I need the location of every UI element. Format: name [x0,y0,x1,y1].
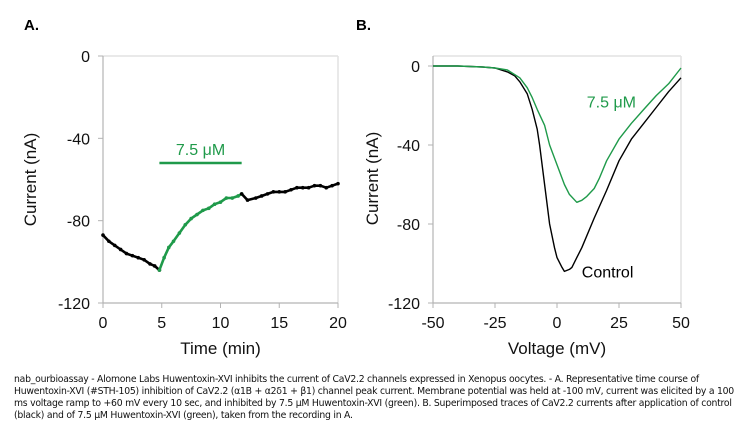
data-point [218,200,223,204]
y-tick-label: 0 [81,49,90,66]
data-point [201,208,205,213]
panel-b-x-axis-title: Voltage (mV) [508,339,606,358]
data-point [330,183,334,188]
data-point [112,243,117,248]
x-tick-label: -25 [483,315,506,332]
y-tick-label: -40 [67,131,90,148]
data-point [306,185,311,190]
series-label: Control [582,264,634,281]
data-point [142,257,146,262]
x-tick-label: 0 [553,315,562,332]
data-point [212,202,217,206]
series-label: 7.5 μM [587,95,636,112]
data-point [195,212,199,217]
panel-b-ticks: -50 -25 0 25 50 0 -40 -80 -120 [388,59,690,332]
y-tick-label: -120 [58,296,90,313]
panel-b-y-axis-title: Current (nA) [363,132,382,226]
data-point [265,192,270,196]
panel-a-label: A. [24,17,39,34]
panel-a-axes [102,55,339,304]
data-point [283,190,287,194]
data-point [295,185,299,190]
x-tick-label: 10 [212,315,230,332]
data-point [148,262,152,266]
x-tick-label: -50 [421,315,444,332]
panel-a-x-axis-title: Time (min) [180,339,261,358]
x-tick-label: 5 [157,315,166,332]
y-tick-label: -40 [397,138,420,155]
data-point [162,255,166,260]
data-point [336,181,340,186]
data-point [107,239,111,244]
data-point [177,231,182,235]
data-point [118,247,123,252]
panel-a-series [101,181,340,272]
figure-caption: nab_ourbioassay - Alomone Labs Huwentoxi… [14,374,734,421]
data-point [230,196,235,200]
data-point [130,253,135,258]
x-tick-label: 15 [270,315,288,332]
data-point [136,255,141,260]
series-line-0 [433,65,682,273]
x-tick-label: 25 [610,315,628,332]
y-tick-label: -80 [67,214,90,231]
panel-b-axes [432,55,682,304]
data-point [312,183,317,188]
series-line-1 [158,192,243,271]
panel-b-label: B. [356,17,371,34]
figure: A. 0 5 10 15 20 0 -40 -80 -120 Time (min) Curren… [21,17,690,358]
data-point [245,198,250,202]
data-point [224,196,229,200]
data-point [259,194,264,198]
panel-a-y-axis-title: Current (nA) [21,133,40,227]
data-point [171,239,176,244]
data-point [101,233,105,237]
panel-b-series: Control 7.5 μM [433,65,682,281]
y-tick-label: 0 [411,59,420,76]
data-point [124,251,129,256]
data-point [189,216,193,221]
data-point [324,185,329,190]
data-point [318,183,323,188]
data-point [152,264,157,268]
data-point [253,196,258,200]
data-point [277,190,282,194]
y-tick-label: -120 [388,296,420,313]
series-line-1 [433,65,682,204]
data-point [183,222,188,227]
panel-a: A. 0 5 10 15 20 0 -40 -80 -120 Time (min) Curren… [21,17,347,358]
y-tick-label: -80 [397,217,420,234]
x-tick-label: 50 [672,315,690,332]
data-point [300,185,305,190]
application-bar-label: 7.5 μM [176,142,225,159]
panel-a-application-bar: 7.5 μM [159,142,242,165]
panel-b: B. -50 -25 0 25 50 0 -40 -80 -120 Voltage (mV) C… [356,17,690,358]
data-point [289,187,293,192]
data-point [239,192,244,196]
data-point [206,206,211,211]
data-point [271,190,276,194]
data-point [157,268,162,272]
data-point [236,194,240,198]
x-tick-label: 0 [99,315,108,332]
x-tick-label: 20 [329,315,347,332]
panel-a-ticks: 0 5 10 15 20 0 -40 -80 -120 [58,49,347,332]
data-point [167,245,171,250]
